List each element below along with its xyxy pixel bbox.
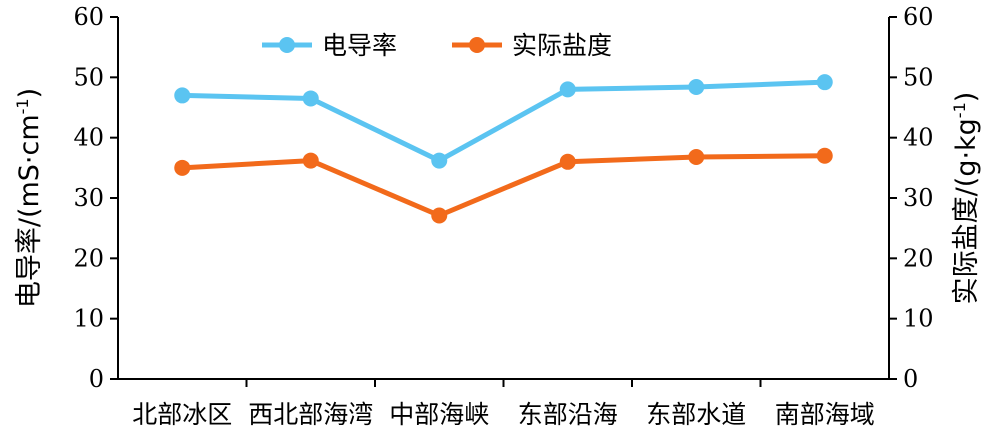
right-y-tick-label: 60: [903, 3, 934, 31]
series-1: [174, 147, 833, 224]
legend-label-salinity: 实际盐度: [512, 31, 612, 60]
left-y-ticks: 0 10 20 30 40 50 60: [73, 3, 118, 393]
legend: 电导率 实际盐度: [262, 31, 612, 60]
legend-label-conductivity: 电导率: [322, 31, 397, 60]
data-point: [302, 90, 319, 107]
right-y-tick-label: 10: [903, 305, 934, 333]
data-point: [174, 87, 191, 104]
data-point: [816, 147, 833, 164]
left-y-tick-label: 10: [73, 305, 104, 333]
data-point: [816, 74, 833, 91]
data-point: [174, 159, 191, 176]
right-y-tick-label: 20: [903, 244, 934, 272]
x-category-labels: 北部冰区 西北部海湾 中部海峡 东部沿海 东部水道 南部海域: [132, 400, 875, 429]
right-y-tick-label: 30: [903, 184, 934, 212]
left-y-tick-label: 0: [89, 365, 104, 393]
data-point: [559, 81, 576, 98]
data-point: [688, 78, 705, 95]
x-category-label: 东部沿海: [518, 400, 618, 429]
x-category-label: 南部海域: [775, 400, 875, 429]
legend-marker-conductivity: [279, 37, 295, 53]
series-line: [182, 153, 825, 218]
left-y-tick-label: 30: [73, 184, 104, 212]
right-y-tick-label: 50: [903, 63, 934, 91]
left-axis-title: 电导率/(mS·cm-1): [13, 88, 45, 308]
x-category-label: 西北部海湾: [248, 400, 373, 429]
right-y-ticks: 0 10 20 30 40 50 60: [889, 3, 934, 393]
data-point: [302, 152, 319, 169]
right-y-tick-label: 0: [903, 365, 918, 393]
data-point: [688, 148, 705, 165]
x-category-label: 东部水道: [646, 400, 746, 429]
data-point: [559, 153, 576, 170]
data-point: [431, 152, 448, 169]
left-y-tick-label: 40: [73, 124, 104, 152]
legend-item-salinity: 实际盐度: [452, 31, 612, 60]
series-line: [182, 79, 825, 164]
right-axis-title: 实际盐度/(g·kg-1): [950, 92, 982, 305]
series-0: [174, 74, 833, 169]
left-y-tick-label: 20: [73, 244, 104, 272]
series-layer: [174, 74, 833, 224]
x-category-label: 北部冰区: [132, 400, 232, 429]
data-point: [431, 207, 448, 224]
right-y-tick-label: 40: [903, 124, 934, 152]
x-ticks: [245, 379, 762, 387]
left-y-tick-label: 50: [73, 63, 104, 91]
legend-marker-salinity: [469, 37, 485, 53]
left-y-tick-label: 60: [73, 3, 104, 31]
legend-item-conductivity: 电导率: [262, 31, 397, 60]
x-category-label: 中部海峡: [389, 400, 489, 429]
